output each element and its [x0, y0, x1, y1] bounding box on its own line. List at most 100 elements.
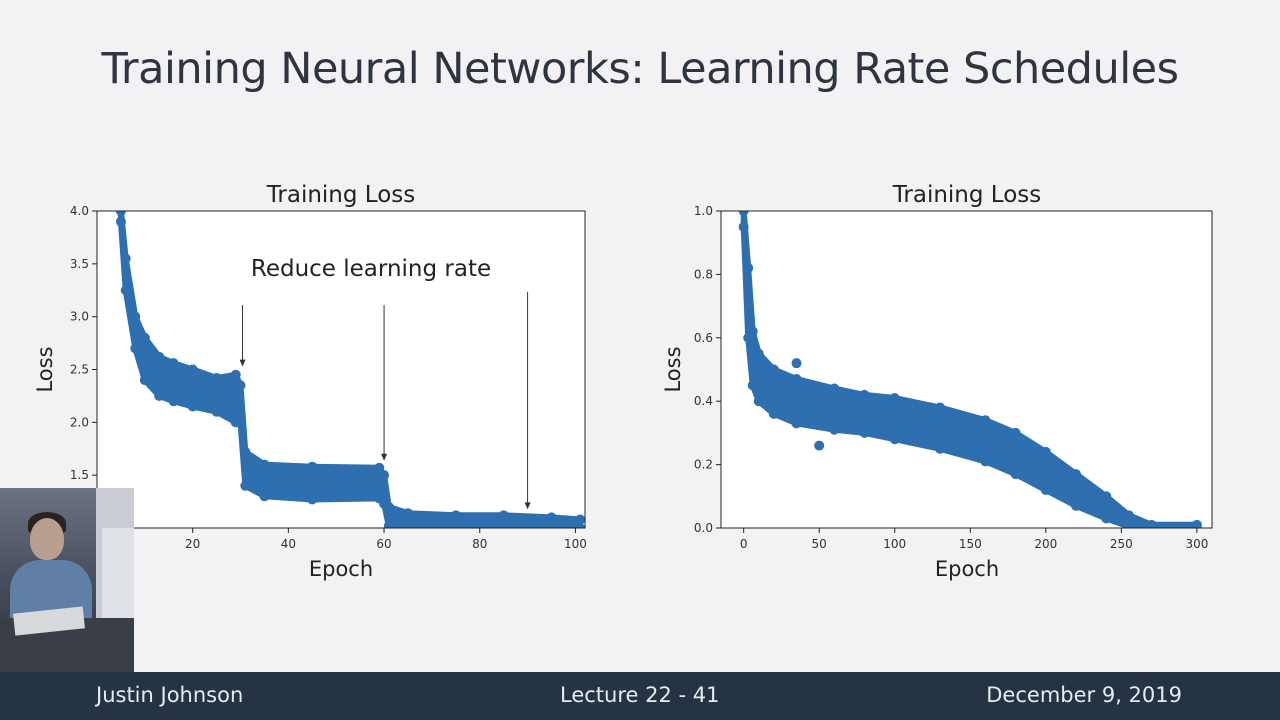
loss-point: [768, 408, 779, 419]
loss-point: [738, 211, 749, 216]
y-tick-label: 2.0: [70, 415, 89, 429]
loss-point: [307, 461, 318, 472]
loss-outlier-point: [791, 358, 802, 369]
loss-point: [980, 415, 991, 426]
x-tick-label: 40: [281, 537, 296, 551]
loss-point: [791, 374, 802, 385]
loss-point: [829, 424, 840, 435]
loss-point: [1040, 484, 1051, 495]
loss-point: [307, 494, 318, 505]
loss-point: [130, 343, 141, 354]
loss-point: [187, 364, 198, 375]
slide-title: Training Neural Networks: Learning Rate …: [101, 44, 1179, 94]
loss-outlier-point: [987, 431, 998, 442]
loss-point: [498, 510, 509, 521]
y-axis-label: Loss: [33, 346, 57, 392]
loss-point: [235, 417, 246, 428]
loss-point: [859, 427, 870, 438]
loss-point: [1123, 521, 1134, 528]
y-tick-label: 4.0: [70, 204, 89, 218]
loss-point: [747, 380, 758, 391]
loss-point: [753, 348, 764, 359]
loss-point: [230, 369, 241, 380]
x-tick-label: 100: [564, 537, 587, 551]
loss-point: [154, 351, 165, 362]
y-tick-label: 0.4: [694, 394, 713, 408]
loss-point: [753, 396, 764, 407]
presenter-webcam: [0, 488, 134, 672]
loss-point: [259, 491, 270, 502]
loss-outlier-point: [814, 440, 825, 451]
loss-point: [259, 459, 270, 470]
loss-point: [120, 285, 131, 296]
lr-drop-arrowhead: [239, 359, 246, 367]
y-tick-label: 0.0: [694, 521, 713, 535]
loss-point: [935, 443, 946, 454]
x-tick-label: 60: [376, 537, 391, 551]
chart-title: Training Loss: [266, 182, 416, 208]
y-axis-label: Loss: [661, 346, 685, 392]
x-tick-label: 200: [1034, 537, 1057, 551]
loss-point: [575, 523, 585, 528]
loss-point: [139, 332, 150, 343]
y-tick-label: 3.0: [70, 310, 89, 324]
loss-point: [738, 221, 749, 232]
loss-point: [374, 462, 385, 473]
footer-lecture: Lecture 22 - 41: [560, 683, 720, 707]
lr-drop-arrowhead: [381, 453, 388, 461]
loss-point: [240, 446, 251, 457]
loss-point: [383, 501, 394, 512]
loss-point: [187, 401, 198, 412]
y-tick-label: 1.0: [694, 204, 713, 218]
y-tick-label: 0.2: [694, 458, 713, 472]
annotation-reduce-lr: Reduce learning rate: [251, 256, 491, 282]
loss-point: [168, 396, 179, 407]
loss-series: [115, 211, 585, 528]
loss-point: [889, 393, 900, 404]
loss-series: [738, 211, 1202, 528]
loss-point: [383, 520, 394, 528]
loss-point: [1191, 523, 1202, 528]
footer-author: Justin Johnson: [96, 683, 244, 707]
loss-point: [168, 358, 179, 369]
loss-point: [889, 434, 900, 445]
y-tick-label: 2.5: [70, 363, 89, 377]
loss-point: [1010, 427, 1021, 438]
y-tick-label: 1.5: [70, 468, 89, 482]
loss-point: [450, 523, 461, 528]
slide-footer: Justin Johnson Lecture 22 - 41 December …: [0, 672, 1280, 720]
training-loss-chart-left: 20 40 60 80 100 1.5 2.0 2.5 3.0 3.5 4.0 Training Lo…: [33, 182, 587, 581]
x-tick-label: 150: [959, 537, 982, 551]
chart-title: Training Loss: [892, 182, 1042, 208]
loss-point: [402, 523, 413, 528]
loss-point: [115, 211, 126, 216]
loss-point: [1123, 510, 1134, 521]
loss-point: [130, 311, 141, 322]
x-tick-label: 250: [1110, 537, 1133, 551]
training-loss-chart-right: 0 50 100 150 200 250 300 0.0 0.2 0.4 0.6 0.8 1.0 Trai…: [661, 182, 1213, 581]
loss-point: [498, 523, 509, 528]
loss-point: [791, 418, 802, 429]
loss-point: [1071, 500, 1082, 511]
loss-point: [546, 512, 557, 523]
loss-point: [211, 406, 222, 417]
loss-point: [240, 480, 251, 491]
x-tick-label: 300: [1185, 537, 1208, 551]
loss-point: [115, 216, 126, 227]
loss-point: [379, 470, 390, 481]
loss-point: [1071, 469, 1082, 480]
x-tick-label: 0: [740, 537, 748, 551]
x-tick-label: 50: [812, 537, 827, 551]
x-tick-label: 80: [472, 537, 487, 551]
loss-point: [1010, 469, 1021, 480]
y-tick-label: 0.8: [694, 267, 713, 281]
loss-point: [743, 263, 754, 274]
x-axis-label: Epoch: [309, 557, 373, 581]
loss-point: [402, 508, 413, 519]
loss-point: [935, 402, 946, 413]
loss-point: [120, 253, 131, 264]
loss-point: [980, 456, 991, 467]
plot-area: [721, 211, 1212, 528]
loss-point: [546, 523, 557, 528]
axes-frame: [720, 210, 1213, 529]
